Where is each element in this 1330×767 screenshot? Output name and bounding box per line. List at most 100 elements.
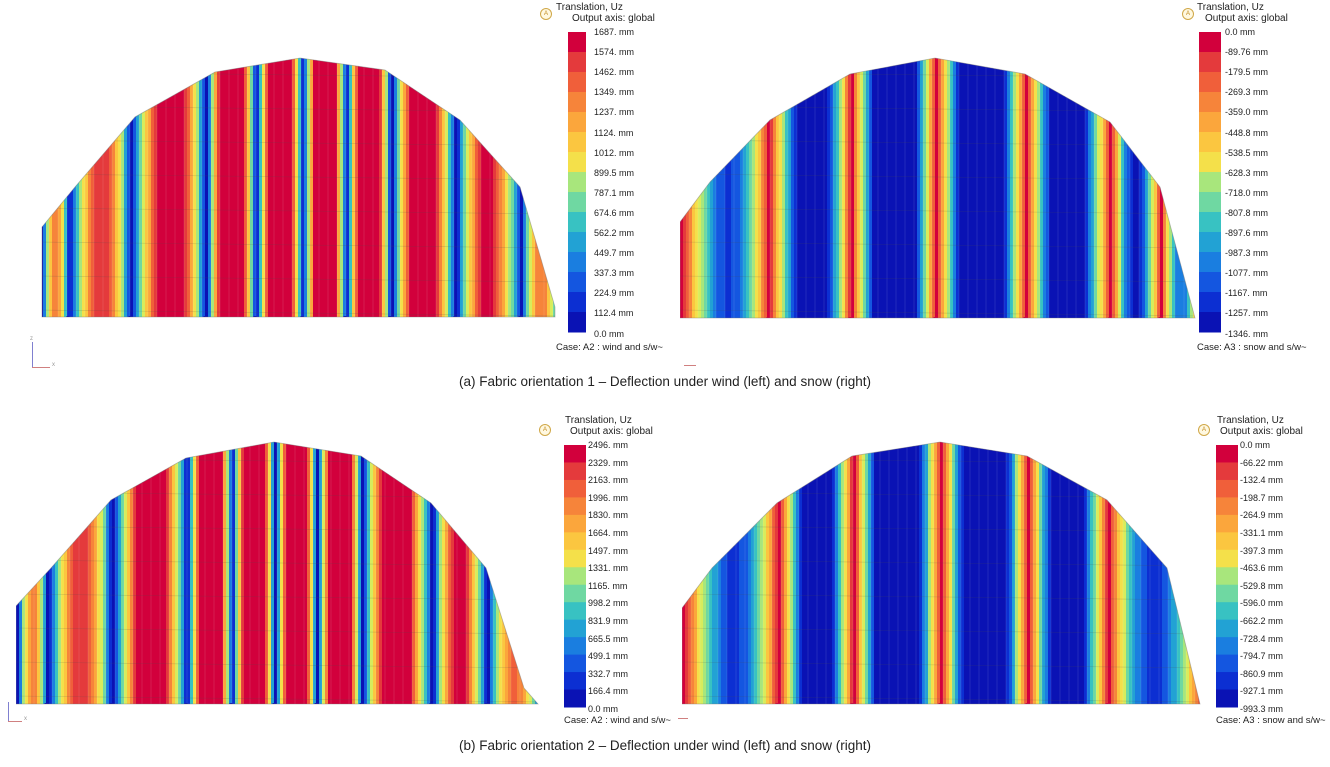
contour-cell	[73, 200, 77, 205]
contour-cell	[91, 76, 95, 81]
contour-cell	[250, 264, 254, 269]
contour-cell	[175, 60, 179, 65]
contour-cell	[142, 144, 146, 149]
contour-cell	[70, 260, 74, 265]
contour-cell	[67, 276, 71, 281]
contour-cell	[136, 64, 140, 69]
contour-cell	[211, 272, 215, 277]
contour-cell	[139, 204, 143, 209]
contour-cell	[220, 244, 224, 249]
contour-cell	[121, 52, 124, 56]
contour-cell	[160, 160, 164, 165]
contour-cell	[115, 292, 119, 297]
contour-cell	[85, 124, 89, 129]
contour-cell	[151, 264, 155, 269]
contour-cell	[148, 288, 152, 293]
contour-cell	[214, 58, 218, 61]
contour-cell	[55, 124, 59, 129]
contour-cell	[109, 108, 113, 113]
contour-cell	[220, 156, 224, 161]
contour-cell	[193, 276, 197, 281]
contour-cell	[187, 192, 191, 197]
contour-cell	[42, 164, 44, 169]
contour-cell	[127, 212, 131, 217]
contour-cell	[193, 84, 197, 89]
contour-cell	[82, 176, 86, 181]
contour-cell	[73, 232, 77, 237]
contour-cell	[160, 232, 164, 237]
contour-cell	[94, 268, 98, 273]
contour-cell	[52, 192, 56, 197]
contour-cell	[223, 196, 227, 201]
contour-cell	[256, 172, 260, 177]
contour-cell	[166, 216, 170, 221]
contour-cell	[214, 76, 218, 81]
contour-cell	[112, 256, 116, 261]
contour-cell	[166, 120, 170, 125]
contour-cell	[64, 300, 68, 305]
contour-cell	[208, 100, 212, 105]
contour-cell	[46, 300, 50, 305]
contour-cell	[202, 260, 206, 265]
contour-cell	[226, 248, 230, 253]
contour-cell	[73, 76, 77, 81]
contour-cell	[52, 120, 56, 125]
contour-cell	[172, 164, 176, 169]
contour-cell	[127, 184, 131, 189]
contour-cell	[172, 292, 176, 297]
contour-cell	[127, 196, 131, 201]
contour-cell	[121, 284, 125, 289]
contour-cell	[217, 228, 221, 233]
contour-cell	[196, 64, 200, 69]
contour-cell	[64, 160, 68, 165]
contour-cell	[76, 96, 80, 101]
contour-cell	[130, 252, 134, 257]
contour-cell	[148, 236, 152, 241]
contour-cell	[52, 112, 56, 117]
contour-cell	[190, 76, 194, 81]
contour-cell	[157, 184, 161, 189]
contour-cell	[166, 100, 170, 105]
contour-cell	[115, 104, 119, 109]
contour-cell	[64, 72, 68, 77]
contour-cell	[73, 148, 77, 153]
contour-cell	[151, 236, 155, 241]
contour-cell	[163, 144, 167, 149]
contour-cell	[157, 196, 161, 201]
contour-cell	[148, 252, 152, 257]
contour-cell	[190, 168, 194, 173]
contour-cell	[97, 268, 101, 273]
contour-cell	[100, 52, 103, 56]
contour-cell	[202, 168, 206, 173]
contour-cell	[247, 108, 251, 113]
contour-cell	[61, 320, 64, 322]
contour-cell	[58, 124, 62, 129]
contour-cell	[46, 236, 50, 241]
contour-cell	[184, 228, 188, 233]
contour-cell	[46, 172, 50, 177]
contour-cell	[202, 172, 206, 177]
contour-cell	[64, 68, 68, 73]
contour-cell	[256, 268, 260, 273]
contour-cell	[148, 300, 152, 305]
contour-cell	[142, 220, 146, 225]
contour-cell	[253, 200, 257, 205]
contour-cell	[184, 120, 188, 125]
contour-cell	[154, 308, 158, 313]
contour-cell	[70, 132, 74, 137]
contour-cell	[88, 212, 92, 217]
contour-cell	[154, 228, 158, 233]
contour-cell	[169, 148, 173, 153]
contour-cell	[157, 58, 161, 61]
contour-cell	[148, 268, 152, 273]
contour-cell	[223, 264, 227, 269]
contour-cell	[223, 72, 227, 77]
contour-cell	[58, 304, 62, 309]
contour-cell	[154, 296, 158, 301]
contour-cell	[73, 244, 77, 249]
contour-cell	[103, 176, 107, 181]
contour-cell	[100, 128, 104, 133]
contour-cell	[124, 76, 128, 81]
contour-cell	[178, 264, 182, 269]
contour-cell	[193, 156, 197, 161]
